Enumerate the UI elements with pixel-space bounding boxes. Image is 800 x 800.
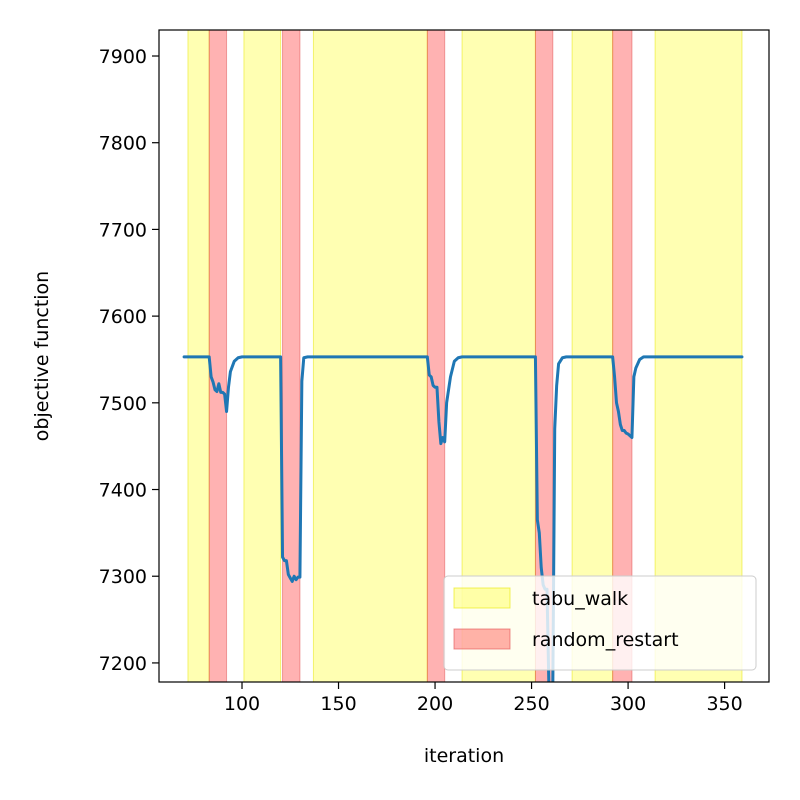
y-tick-label: 7900	[99, 46, 147, 68]
series-line	[182, 355, 744, 682]
y-tick-label: 7700	[99, 219, 147, 241]
y-axis: 7200 7300 7400 7500 7600 7700 7800 7900	[99, 46, 159, 675]
legend: tabu_walk random_restart	[443, 575, 757, 671]
legend-label-random-restart: random_restart	[532, 629, 679, 651]
x-axis: 100 150 200 250 300 350	[224, 682, 743, 715]
x-tick-label: 150	[320, 693, 356, 715]
legend-box	[443, 575, 757, 671]
x-tick-label: 100	[224, 693, 260, 715]
x-axis-label: iteration	[424, 745, 504, 767]
y-tick-label: 7400	[99, 480, 147, 502]
y-tick-label: 7600	[99, 306, 147, 328]
legend-label-tabu-walk: tabu_walk	[532, 588, 628, 610]
region-random-restart	[282, 30, 301, 682]
series-layer	[182, 355, 744, 682]
y-tick-label: 7300	[99, 566, 147, 588]
x-tick-label: 250	[513, 693, 549, 715]
legend-swatch-tabu-walk	[453, 587, 511, 609]
x-tick-label: 350	[706, 693, 742, 715]
legend-swatch-random-restart	[453, 628, 511, 650]
region-random-restart	[208, 30, 228, 682]
x-tick-label: 200	[417, 693, 453, 715]
y-tick-label: 7500	[99, 393, 147, 415]
y-tick-label: 7200	[99, 653, 147, 675]
region-random-restart	[426, 30, 446, 682]
plot-frame	[158, 29, 770, 683]
x-tick-label: 300	[610, 693, 646, 715]
y-tick-label: 7800	[99, 133, 147, 155]
y-axis-label: objective function	[31, 271, 53, 441]
